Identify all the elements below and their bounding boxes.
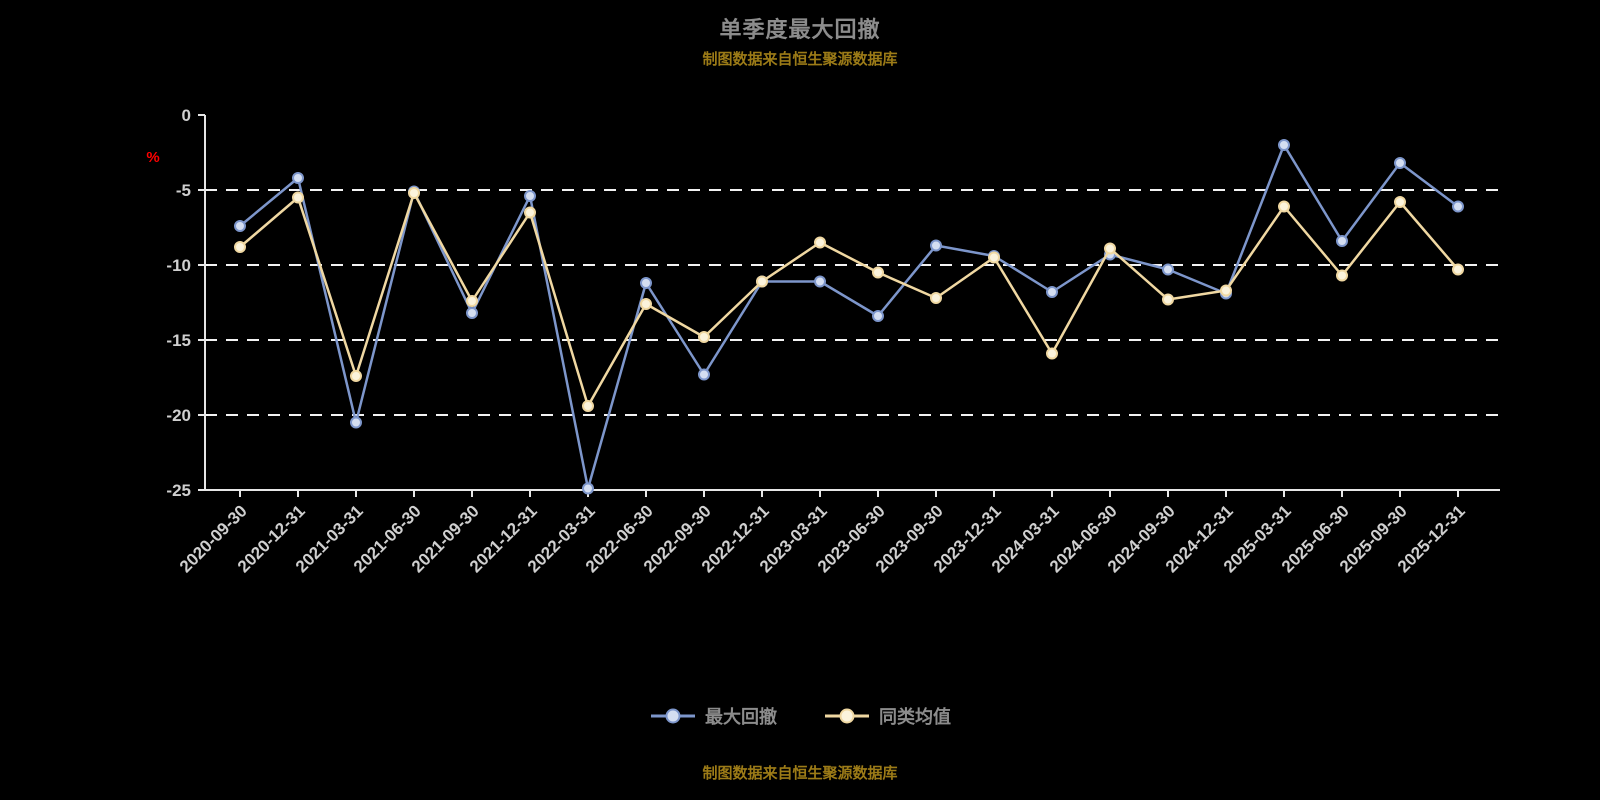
svg-text:-20: -20: [166, 406, 191, 425]
legend-item-max-drawdown[interactable]: 最大回撤: [649, 703, 777, 729]
svg-text:%: %: [146, 149, 159, 166]
legend-label-category-average: 同类均值: [879, 707, 951, 727]
svg-text:0: 0: [182, 106, 191, 125]
chart-subtitle-bottom: 制图数据来自恒生聚源数据库: [702, 765, 898, 782]
legend-label-max-drawdown: 最大回撤: [705, 707, 777, 727]
svg-text:-25: -25: [166, 481, 191, 500]
svg-text:-10: -10: [166, 256, 191, 275]
legend-item-category-average[interactable]: 同类均值: [823, 703, 951, 729]
svg-text:-15: -15: [166, 331, 191, 350]
legend: 最大回撤 同类均值: [0, 703, 1600, 729]
chart-title: 单季度最大回撤: [719, 17, 881, 42]
legend-marker-max-drawdown-icon: [651, 708, 695, 724]
chart-subtitle-top: 制图数据来自恒生聚源数据库: [702, 51, 898, 68]
svg-text:-5: -5: [176, 181, 191, 200]
legend-marker-category-average-icon: [825, 708, 869, 724]
